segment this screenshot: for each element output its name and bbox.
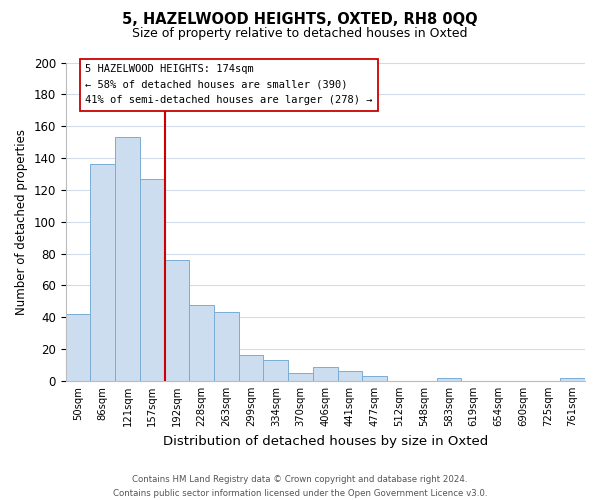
Bar — [560, 378, 585, 381]
Y-axis label: Number of detached properties: Number of detached properties — [15, 128, 28, 314]
Bar — [288, 373, 313, 381]
Bar — [115, 138, 140, 381]
Bar — [140, 178, 164, 381]
Bar — [239, 356, 263, 381]
Bar — [164, 260, 190, 381]
Bar — [65, 314, 91, 381]
Text: Size of property relative to detached houses in Oxted: Size of property relative to detached ho… — [132, 28, 468, 40]
Bar — [338, 372, 362, 381]
Bar — [91, 164, 115, 381]
Text: 5 HAZELWOOD HEIGHTS: 174sqm
← 58% of detached houses are smaller (390)
41% of se: 5 HAZELWOOD HEIGHTS: 174sqm ← 58% of det… — [85, 64, 373, 106]
X-axis label: Distribution of detached houses by size in Oxted: Distribution of detached houses by size … — [163, 434, 488, 448]
Bar — [263, 360, 288, 381]
Bar — [437, 378, 461, 381]
Text: 5, HAZELWOOD HEIGHTS, OXTED, RH8 0QQ: 5, HAZELWOOD HEIGHTS, OXTED, RH8 0QQ — [122, 12, 478, 28]
Bar — [214, 312, 239, 381]
Bar — [313, 366, 338, 381]
Bar — [362, 376, 387, 381]
Text: Contains HM Land Registry data © Crown copyright and database right 2024.
Contai: Contains HM Land Registry data © Crown c… — [113, 476, 487, 498]
Bar — [190, 304, 214, 381]
